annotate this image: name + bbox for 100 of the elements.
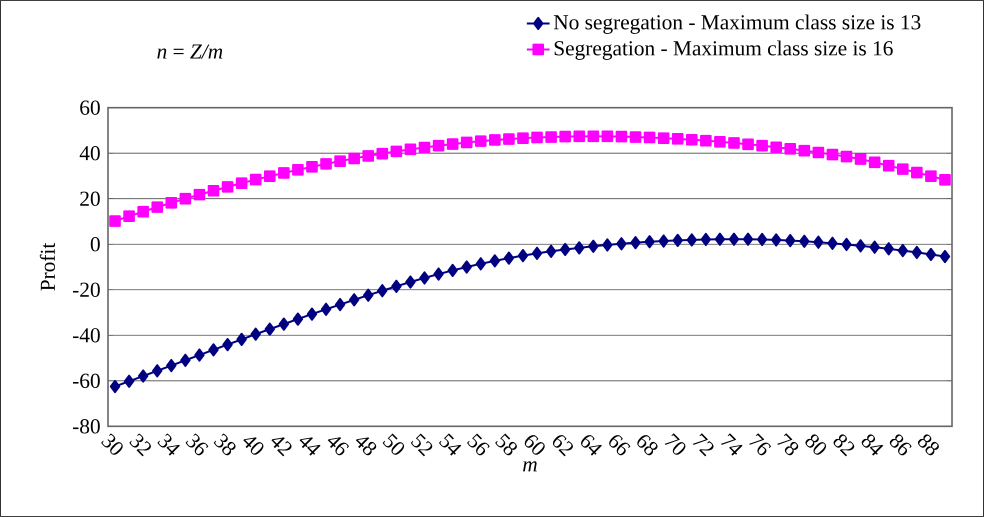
point bbox=[560, 242, 570, 256]
point bbox=[194, 348, 205, 362]
point bbox=[559, 130, 571, 142]
point bbox=[644, 132, 656, 144]
point bbox=[320, 302, 332, 316]
x-tick-label: 36 bbox=[186, 433, 208, 456]
point bbox=[672, 133, 684, 145]
point bbox=[728, 232, 740, 246]
point bbox=[504, 252, 514, 265]
point bbox=[686, 134, 698, 146]
y-tick-label: -20 bbox=[72, 282, 100, 297]
y-axis-title: Profit bbox=[40, 242, 56, 291]
point bbox=[884, 242, 894, 256]
x-tick-label: 86 bbox=[890, 434, 912, 456]
point bbox=[756, 232, 768, 246]
point bbox=[588, 240, 599, 253]
point bbox=[898, 244, 908, 258]
point bbox=[432, 140, 444, 152]
point bbox=[531, 132, 543, 144]
point bbox=[770, 141, 782, 154]
point bbox=[124, 374, 134, 388]
point bbox=[686, 233, 697, 247]
point bbox=[180, 192, 192, 205]
point bbox=[250, 174, 262, 186]
point bbox=[574, 241, 584, 254]
x-tick-label: 62 bbox=[552, 435, 573, 456]
y-tick-label: 40 bbox=[80, 146, 100, 160]
point bbox=[784, 143, 796, 155]
point bbox=[462, 260, 472, 274]
point bbox=[546, 244, 556, 258]
x-tick-label: 46 bbox=[328, 437, 350, 456]
point bbox=[418, 142, 430, 154]
point bbox=[813, 236, 824, 249]
point bbox=[292, 312, 304, 326]
point bbox=[460, 136, 473, 148]
point bbox=[222, 181, 234, 193]
point bbox=[236, 332, 247, 346]
point bbox=[826, 148, 838, 160]
x-tick-label: 54 bbox=[438, 433, 462, 456]
x-tick-label: 64 bbox=[581, 435, 602, 456]
point bbox=[376, 148, 388, 160]
point bbox=[166, 358, 176, 372]
point bbox=[489, 134, 501, 146]
point bbox=[896, 163, 909, 175]
point bbox=[404, 144, 416, 156]
point bbox=[292, 164, 304, 176]
point bbox=[490, 254, 500, 268]
point bbox=[700, 232, 712, 246]
point bbox=[742, 138, 754, 150]
point bbox=[334, 298, 346, 312]
point bbox=[616, 130, 628, 142]
x-tick-label: 88 bbox=[918, 434, 939, 456]
point bbox=[518, 249, 528, 262]
point bbox=[433, 267, 444, 281]
x-tick-label: 74 bbox=[720, 433, 743, 456]
point bbox=[756, 140, 768, 152]
x-tick-label: 76 bbox=[749, 433, 772, 456]
point bbox=[770, 233, 782, 247]
point bbox=[363, 288, 374, 302]
point bbox=[152, 364, 162, 378]
point bbox=[545, 131, 557, 143]
point bbox=[714, 232, 726, 246]
point bbox=[419, 271, 430, 285]
x-tick-label: 70 bbox=[664, 433, 686, 455]
point bbox=[644, 235, 655, 248]
point bbox=[840, 150, 852, 162]
point bbox=[728, 137, 740, 149]
y-tick-label: 60 bbox=[80, 100, 100, 115]
point bbox=[616, 237, 627, 250]
point bbox=[573, 130, 586, 142]
point bbox=[306, 308, 318, 321]
point bbox=[138, 369, 148, 383]
point bbox=[785, 234, 796, 248]
point bbox=[714, 136, 726, 148]
point bbox=[334, 155, 346, 167]
point bbox=[658, 234, 669, 248]
point bbox=[250, 328, 261, 341]
x-tick-label: 84 bbox=[862, 434, 884, 456]
point bbox=[405, 275, 416, 289]
point bbox=[602, 130, 614, 142]
point bbox=[109, 215, 121, 227]
point bbox=[912, 246, 922, 260]
point bbox=[812, 146, 824, 158]
point bbox=[926, 248, 936, 262]
x-tick-label: 48 bbox=[356, 437, 376, 456]
point bbox=[236, 177, 248, 190]
point bbox=[503, 133, 515, 145]
x-tick-label: 58 bbox=[495, 433, 517, 456]
point bbox=[855, 239, 866, 252]
x-tick-label: 30 bbox=[101, 433, 123, 455]
point bbox=[911, 166, 923, 178]
point bbox=[672, 234, 683, 247]
point bbox=[264, 170, 276, 182]
point bbox=[841, 238, 852, 252]
point bbox=[532, 246, 542, 260]
point bbox=[306, 161, 318, 173]
x-tick-label: 34 bbox=[157, 433, 180, 456]
point bbox=[391, 280, 402, 293]
point bbox=[362, 150, 374, 162]
point bbox=[348, 152, 360, 164]
